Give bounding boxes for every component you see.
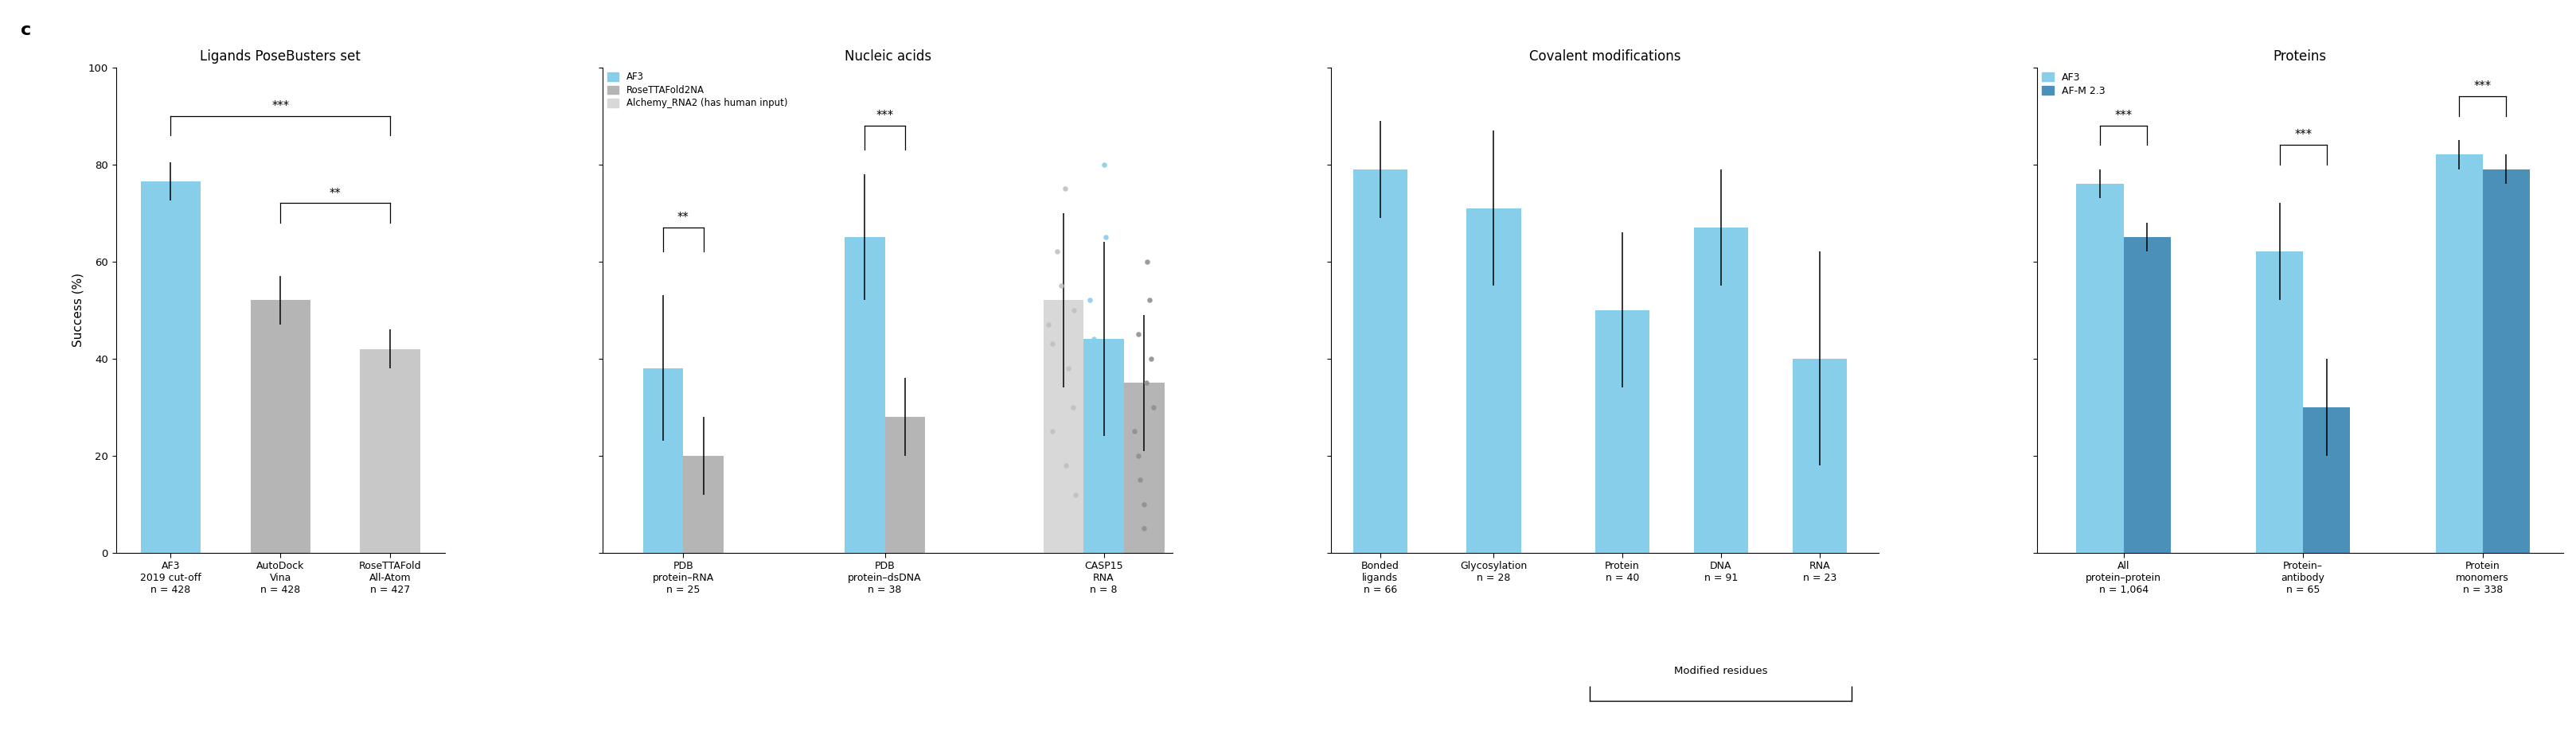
Bar [683, 456, 724, 553]
Point [1092, 411, 1133, 423]
Point [1128, 294, 1170, 306]
Bar [142, 182, 201, 553]
Point [1118, 328, 1159, 340]
Legend: AF3, AF-M 2.3: AF3, AF-M 2.3 [2043, 72, 2105, 96]
Point [1126, 376, 1167, 388]
Point [1131, 353, 1172, 365]
Text: ***: *** [2115, 110, 2133, 122]
Bar [2303, 407, 2349, 553]
Bar [2123, 237, 2172, 553]
Title: Nucleic acids: Nucleic acids [845, 49, 933, 63]
Text: **: ** [677, 211, 690, 223]
Point [1084, 231, 1126, 243]
Point [1030, 338, 1072, 350]
Text: c: c [21, 22, 31, 38]
Point [1077, 474, 1118, 486]
Bar [1084, 339, 1123, 553]
Point [1043, 182, 1084, 194]
Text: ***: *** [2295, 129, 2311, 141]
Bar [1695, 227, 1749, 553]
Point [1054, 304, 1095, 316]
Bar [1352, 169, 1406, 553]
Text: ***: *** [2473, 81, 2491, 93]
Point [1033, 425, 1074, 437]
Point [1118, 450, 1159, 462]
Point [1048, 362, 1090, 374]
Bar [644, 368, 683, 553]
Bar [1595, 310, 1649, 553]
Point [1054, 401, 1095, 413]
Bar [1043, 300, 1084, 553]
Y-axis label: Success (%): Success (%) [72, 273, 82, 347]
Bar [1123, 382, 1164, 553]
Title: Ligands PoseBusters set: Ligands PoseBusters set [201, 49, 361, 63]
Point [1113, 425, 1154, 437]
Point [1074, 333, 1115, 345]
Point [1036, 246, 1077, 258]
Bar [361, 349, 420, 553]
Title: Proteins: Proteins [2272, 49, 2326, 63]
Point [1054, 489, 1095, 500]
Bar [2434, 155, 2483, 553]
Title: Covalent modifications: Covalent modifications [1530, 49, 1680, 63]
Point [1133, 401, 1175, 413]
Point [1123, 523, 1164, 535]
Bar [2483, 169, 2530, 553]
Text: Modified residues: Modified residues [1674, 666, 1767, 677]
Point [1084, 158, 1126, 170]
Bar [886, 417, 925, 553]
Bar [2076, 184, 2123, 553]
Text: **: ** [330, 187, 340, 199]
Point [1126, 255, 1167, 267]
Text: ***: *** [270, 100, 289, 112]
Bar [2257, 252, 2303, 553]
Bar [1466, 208, 1520, 553]
Bar [1793, 359, 1847, 553]
Bar [845, 237, 886, 553]
Point [1090, 362, 1131, 374]
Point [1046, 459, 1087, 471]
Point [1028, 318, 1069, 330]
Text: ***: *** [876, 110, 894, 122]
Point [1069, 294, 1110, 306]
Bar [250, 300, 309, 553]
Legend: AF3, RoseTTAFold2NA, Alchemy_RNA2 (has human input): AF3, RoseTTAFold2NA, Alchemy_RNA2 (has h… [608, 72, 788, 108]
Point [1118, 474, 1159, 486]
Point [1123, 498, 1164, 510]
Point [1041, 279, 1082, 291]
